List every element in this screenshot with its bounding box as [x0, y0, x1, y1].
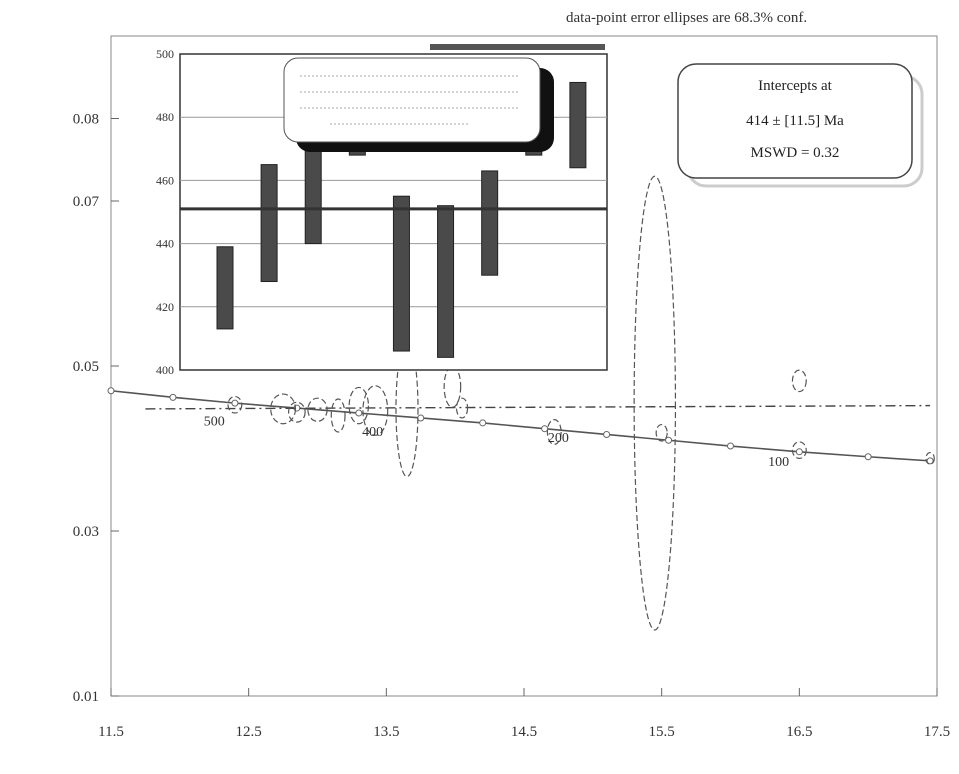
x-axis: 11.5 12.5 13.5 14.5 15.5 16.5 17.5	[98, 688, 950, 740]
intercept-value: 414 ± [11.5] Ma	[746, 113, 844, 129]
inset-error-bar	[260, 164, 278, 283]
inset-error-bar	[437, 205, 455, 358]
inset-error-bar	[392, 195, 410, 352]
y-tick-label: 0.01	[73, 689, 99, 705]
inset-tick-label: 460	[156, 173, 174, 187]
concordia-age-marker	[417, 414, 425, 422]
error-ellipse	[287, 401, 306, 423]
y-tick-label: 0.03	[73, 524, 99, 540]
inset-tick-label: 420	[156, 300, 174, 314]
intercept-title: Intercepts at	[758, 78, 833, 94]
concordia-age-label: 500	[204, 414, 225, 429]
inset-error-bar	[216, 246, 234, 330]
concordia-age-marker	[479, 419, 487, 427]
intercept-mswd: MSWD = 0.32	[751, 145, 840, 161]
inset-legend-bar	[430, 44, 605, 50]
x-tick-label: 12.5	[236, 724, 262, 740]
concordia-age-marker	[926, 457, 934, 465]
concordia-age-label: 200	[548, 431, 569, 446]
x-tick-label: 15.5	[649, 724, 675, 740]
error-ellipse	[227, 395, 243, 414]
error-ellipses	[227, 175, 935, 631]
y-tick-marks	[111, 118, 119, 697]
error-ellipse	[348, 386, 370, 425]
concordia-age-label: 400	[362, 425, 383, 440]
concordia-age-labels: 500 400 200 100	[204, 414, 789, 469]
error-ellipse	[791, 369, 807, 393]
error-ellipse	[546, 419, 562, 445]
inset-tick-label: 400	[156, 363, 174, 377]
error-ellipse	[362, 385, 389, 436]
concordia-age-marker	[169, 393, 177, 401]
plot-area: 11.5 12.5 13.5 14.5 15.5 16.5 17.5 0.010.030.0…	[73, 35, 950, 740]
x-tick-label: 17.5	[924, 724, 950, 740]
concordia-curve	[110, 389, 931, 462]
inset-tick-label: 480	[156, 110, 174, 124]
inset-error-bar	[569, 81, 587, 169]
y-tick-label: 0.08	[73, 112, 99, 128]
concordia-age-marker	[355, 409, 363, 417]
error-ellipse	[791, 441, 807, 459]
inset-error-bar	[481, 170, 499, 276]
x-tick-label: 14.5	[511, 724, 537, 740]
concordia-age-marker	[864, 453, 872, 461]
x-tick-label: 11.5	[98, 724, 124, 740]
inset-tick-label: 440	[156, 237, 174, 251]
concordia-age-marker	[603, 430, 611, 438]
y-axis: 0.01 0.03 0.05 0.07 0.08	[73, 112, 100, 706]
intercept-box-frame	[677, 63, 913, 179]
inset-callout-box	[283, 57, 541, 143]
inset-tick-labels: 400 420 440 460 480 500	[156, 47, 174, 377]
x-tick-label: 13.5	[373, 724, 399, 740]
y-tick-label: 0.07	[73, 194, 100, 210]
error-ellipse	[443, 365, 462, 408]
concordia-age-marker	[107, 387, 115, 395]
intercept-info-box: Intercepts at 414 ± [11.5] Ma MSWD = 0.3…	[677, 63, 924, 188]
error-ellipse	[455, 397, 469, 419]
concordia-age-marker	[665, 436, 673, 444]
error-ellipse	[307, 397, 328, 422]
concordia-age-marker	[795, 448, 803, 456]
error-ellipse	[925, 452, 935, 465]
error-ellipse	[270, 393, 297, 425]
x-tick-label: 16.5	[786, 724, 812, 740]
y-tick-label: 0.05	[73, 359, 99, 375]
inset-tick-label: 500	[156, 47, 174, 61]
error-ellipse	[655, 423, 668, 442]
error-ellipse	[633, 175, 677, 631]
concordia-age-label: 100	[768, 455, 789, 470]
concordia-age-marker	[541, 425, 549, 433]
inset-chart: 400 420 440 460 480 500	[156, 44, 608, 377]
inset-error-bar	[304, 135, 322, 245]
concordia-age-marker	[231, 399, 239, 407]
chart-note: data-point error ellipses are 68.3% conf…	[566, 10, 807, 26]
error-ellipse	[330, 398, 346, 433]
concordia-age-marker	[727, 442, 734, 450]
